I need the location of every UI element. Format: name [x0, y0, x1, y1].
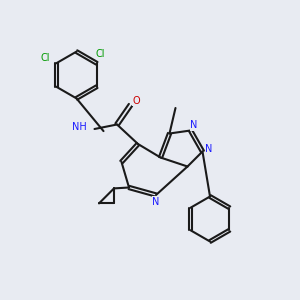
Text: NH: NH: [72, 122, 86, 132]
Text: Cl: Cl: [40, 53, 50, 63]
Text: Cl: Cl: [95, 49, 104, 59]
Text: N: N: [190, 120, 198, 130]
Text: N: N: [206, 143, 213, 154]
Text: O: O: [132, 95, 140, 106]
Text: N: N: [152, 196, 160, 207]
